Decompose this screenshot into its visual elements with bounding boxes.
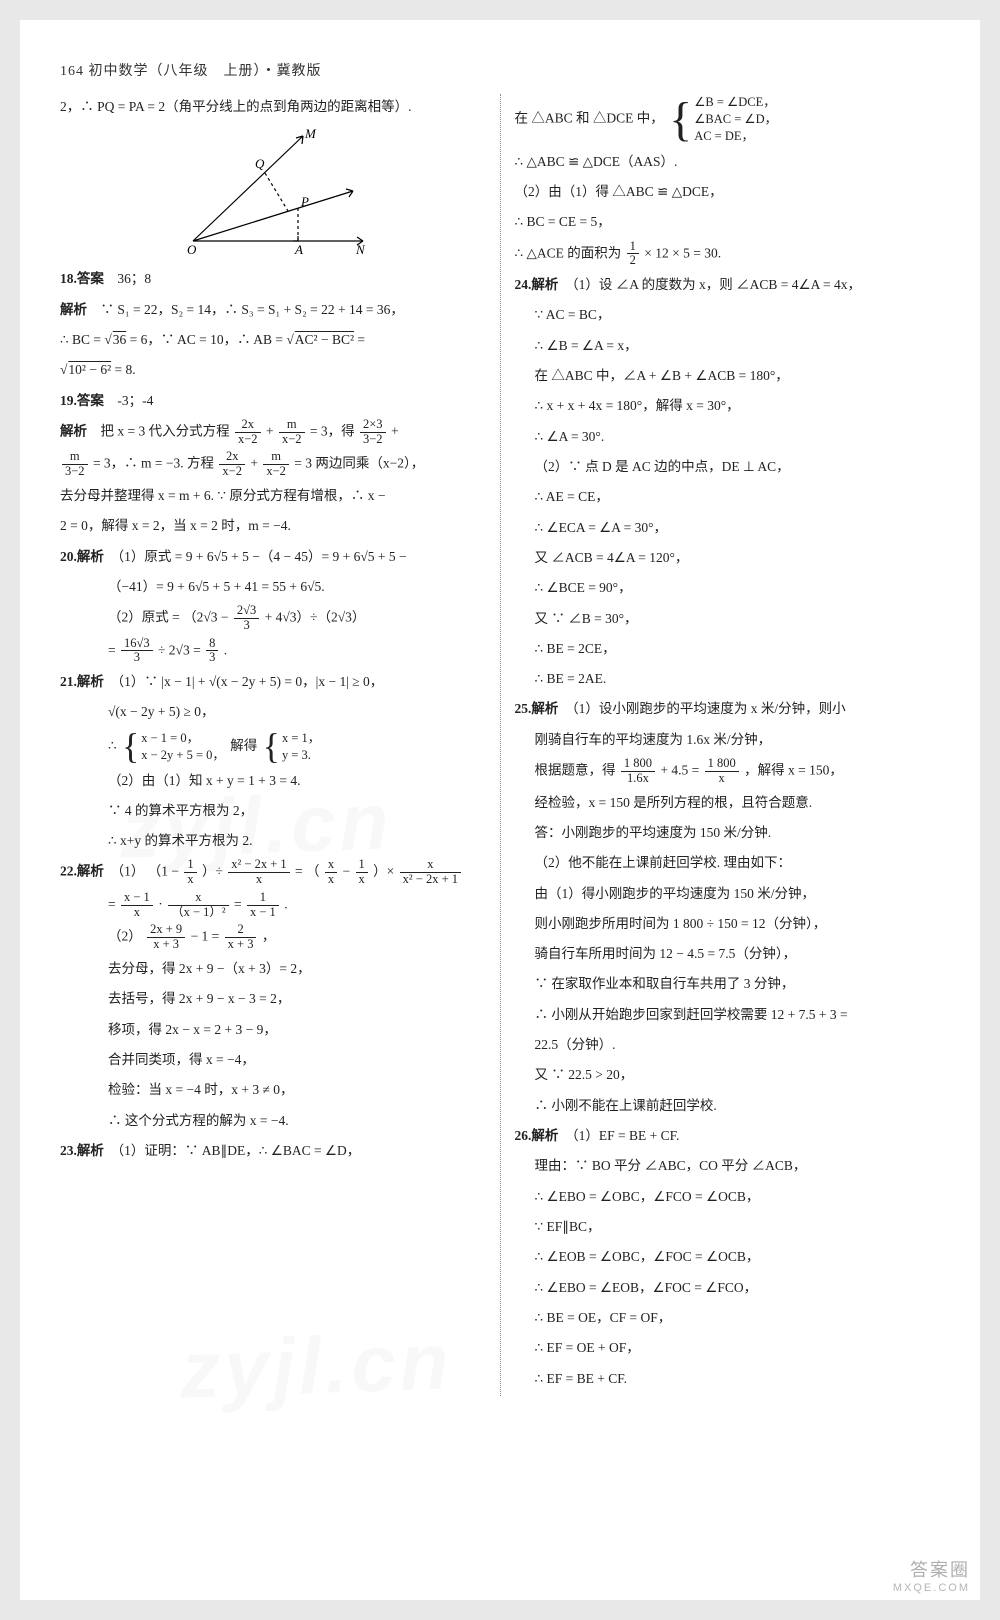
two-columns: 2，∴ PQ = PA = 2（角平分线上的点到角两边的距离相等）. [60,94,940,1396]
q25: 25.解析 （1）设小刚跑步的平均速度为 x 米/分钟，则小 [515,696,941,722]
fig-N: N [355,242,366,256]
page: 164 初中数学（八年级 上册）・冀教版 2，∴ PQ = PA = 2（角平分… [20,20,980,1600]
q18-ex-2: ∴ BC = √36 = 6，∵ AC = 10，∴ AB = √AC² − B… [60,327,486,353]
q19: 19.答案 -3；-4 [60,388,486,414]
q23: 23.解析 （1）证明：∵ AB∥DE，∴ ∠BAC = ∠D， [60,1138,486,1164]
corner-brand: 答案圈 MXQE.COM [893,1556,970,1594]
page-header: 164 初中数学（八年级 上册）・冀教版 [60,60,940,80]
q20: 20.解析 （1）原式 = 9 + 6√5 + 5 −（4 − 45）= 9 +… [60,544,486,570]
fig-M: M [304,126,317,141]
q21: 21.解析 （1）∵ |x − 1| + √(x − 2y + 5) = 0，|… [60,669,486,695]
fig-A: A [294,242,303,256]
q17-tail: 2，∴ PQ = PA = 2（角平分线上的点到角两边的距离相等）. [60,94,486,120]
fig-Q: Q [255,156,265,171]
fig-P: P [300,194,309,209]
q18-label: 18.答案 [60,271,104,286]
q18: 18.答案 36；8 [60,266,486,292]
q19-ex-2: m3−2 = 3，∴ m = −3. 方程 2xx−2 + mx−2 = 3 两… [60,450,486,479]
q18-ex: 解析 ∵ S₁ = 22，S₂ = 14，∴ S₃ = S₁ + S₂ = 22… [60,297,486,323]
q22: 22.解析 （1） （1 − 1x ）÷ x² − 2x + 1x = （ xx… [60,858,486,887]
angle-figure: O A N P Q M [60,126,486,256]
q19-ex-1: 解析 把 x = 3 代入分式方程 2xx−2 + mx−2 = 3，得 2×3… [60,418,486,447]
column-divider [500,94,501,1396]
q24: 24.解析 （1）设 ∠A 的度数为 x，则 ∠ACB = 4∠A = 4x， [515,272,941,298]
q26: 26.解析 （1）EF = BE + CF. [515,1123,941,1149]
right-column: 在 △ABC 和 △DCE 中， { ∠B = ∠DCE， ∠BAC = ∠D，… [515,94,941,1396]
q18-ex-3: √10² − 6² = 8. [60,357,486,383]
fig-O: O [187,242,197,256]
left-column: 2，∴ PQ = PA = 2（角平分线上的点到角两边的距离相等）. [60,94,486,1396]
